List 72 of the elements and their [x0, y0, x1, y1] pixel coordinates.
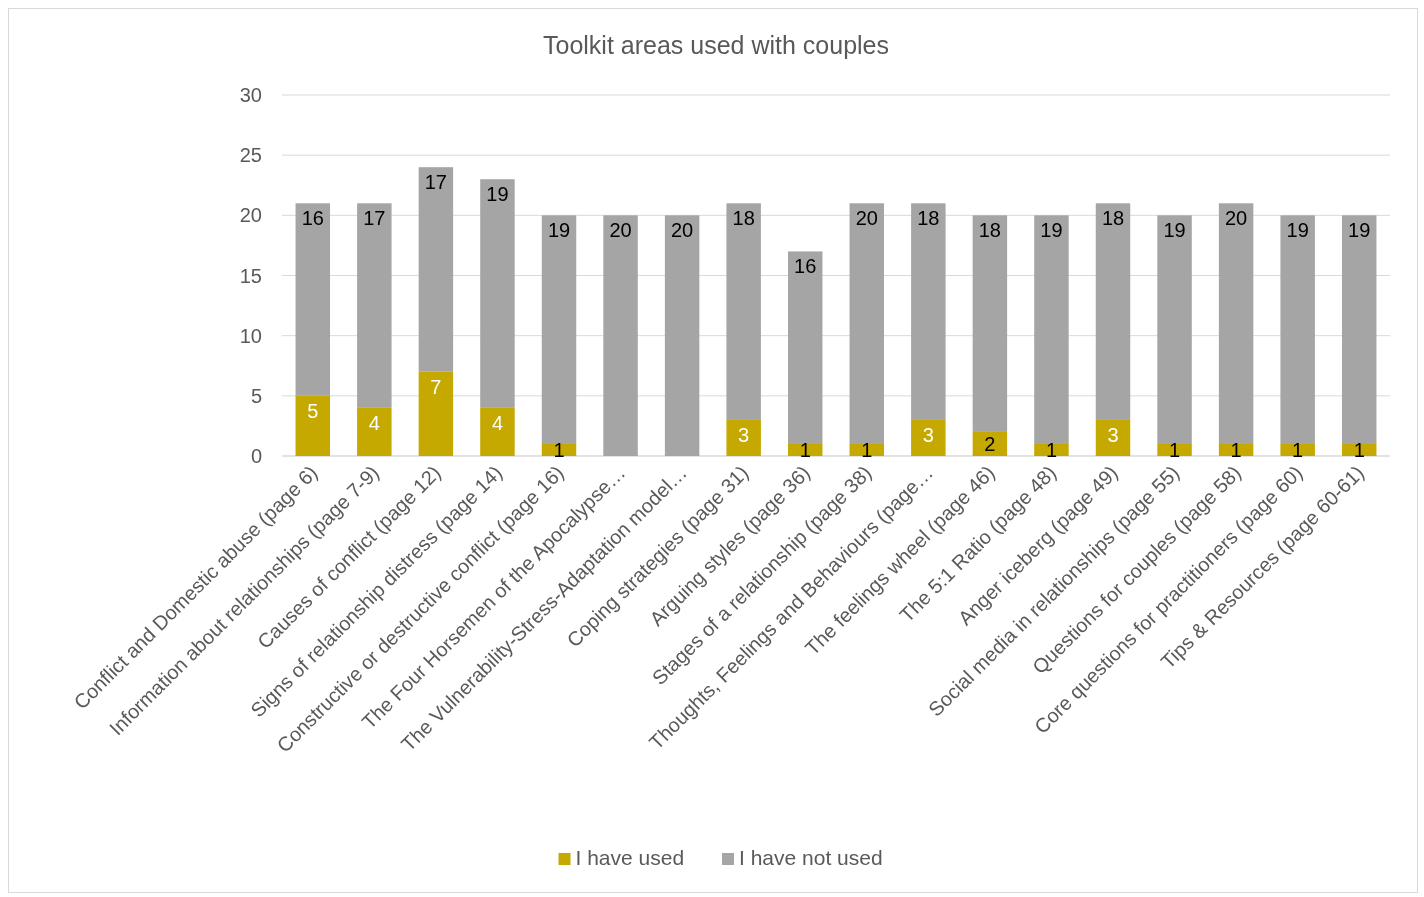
bar: [787, 251, 823, 444]
data-label: 1: [799, 438, 811, 461]
bar: [726, 419, 761, 456]
legend-label: I have used: [575, 846, 685, 869]
data-label: 19: [1040, 219, 1063, 242]
data-label: 18: [917, 207, 940, 230]
data-label: 20: [670, 219, 694, 242]
data-label: 18: [732, 207, 755, 230]
data-label: 20: [855, 207, 878, 230]
data-label: 19: [1348, 219, 1371, 242]
bar: [1095, 203, 1131, 420]
bar: [1341, 215, 1377, 444]
data-label: 19: [486, 183, 509, 206]
data-label: 3: [922, 423, 934, 446]
y-tick-label: 15: [239, 264, 262, 287]
data-label: 20: [609, 219, 632, 242]
data-label: 19: [547, 219, 571, 242]
bar: [1157, 443, 1192, 456]
bar: [1034, 215, 1069, 444]
bar: [480, 407, 515, 456]
bar: [726, 203, 761, 420]
data-label: 17: [424, 171, 448, 194]
data-label: 16: [301, 207, 324, 230]
bar: [541, 215, 577, 444]
data-label: 4: [491, 411, 504, 434]
data-label: 1: [1353, 438, 1365, 461]
data-label: 18: [1101, 207, 1125, 230]
data-label: 18: [978, 219, 1002, 242]
y-tick-label: 5: [250, 384, 262, 407]
bar: [1095, 419, 1131, 456]
bar: [911, 419, 946, 456]
bar: [418, 167, 454, 372]
bar: [664, 215, 700, 456]
bar: [1157, 215, 1192, 444]
bar: [295, 203, 331, 396]
data-label: 7: [430, 375, 442, 398]
y-tick-label: 10: [239, 324, 262, 347]
bar: [1280, 215, 1315, 444]
bar: [357, 407, 392, 456]
bar: [972, 215, 1008, 432]
data-label: 3: [738, 423, 750, 446]
bar: [1218, 203, 1254, 444]
data-label: 3: [1107, 423, 1119, 446]
data-label: 1: [1292, 438, 1304, 461]
bar: [357, 203, 392, 408]
data-label: 20: [1224, 207, 1248, 230]
data-label: 4: [368, 411, 380, 434]
legend-label: I have not used: [739, 846, 883, 869]
y-tick-label: 20: [239, 204, 262, 227]
data-label: 2: [984, 432, 996, 455]
bar: [603, 215, 638, 456]
data-label: 19: [1286, 219, 1309, 242]
bar: [911, 203, 946, 420]
data-label: 1: [861, 438, 873, 461]
bar: [480, 179, 515, 408]
data-label: 1: [1230, 438, 1242, 461]
data-label: 1: [1168, 438, 1181, 461]
bar: [1280, 443, 1315, 456]
bar: [418, 371, 454, 456]
y-tick-label: 0: [250, 445, 262, 467]
data-label: 1: [553, 438, 565, 461]
bar: [849, 203, 885, 444]
y-tick-label: 30: [239, 84, 262, 106]
data-label: 19: [1163, 219, 1186, 242]
bar: [1034, 443, 1069, 456]
bar: [295, 395, 331, 456]
data-label: 17: [363, 207, 386, 230]
data-label: 1: [1045, 438, 1058, 461]
data-label: 5: [307, 399, 319, 422]
y-tick-label: 25: [239, 144, 262, 167]
chart-title: Toolkit areas used with couples: [542, 31, 890, 59]
data-label: 16: [794, 255, 817, 278]
